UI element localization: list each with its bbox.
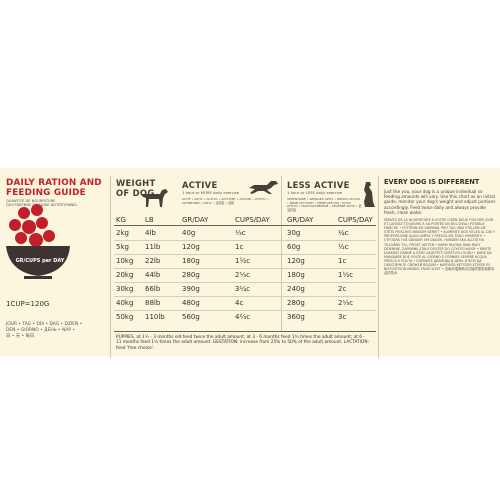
row-lb: 4lb	[145, 229, 156, 237]
row-kg: 50kg	[116, 313, 134, 321]
row-active-gr: 280g	[182, 271, 200, 279]
row-lb: 44lb	[145, 271, 161, 279]
bowl-icon	[4, 200, 76, 290]
row-active-cups: ⅓c	[235, 229, 246, 237]
row-less-gr: 30g	[287, 229, 301, 237]
row-divider	[114, 268, 376, 269]
row-divider	[114, 240, 376, 241]
row-less-cups: 1c	[338, 257, 347, 265]
notes-translations: SERVEZ DE LA NOURRITURE À VOTRE CHIEN DE…	[384, 218, 495, 276]
row-lb: 110lb	[145, 313, 165, 321]
col-header-kg: KG	[116, 216, 127, 224]
row-kg: 5kg	[116, 243, 129, 251]
less-active-subheader: 1 hour or LESS daily exercise	[287, 190, 343, 195]
row-active-cups: 4⅔c	[235, 313, 251, 321]
row-lb: 66lb	[145, 285, 161, 293]
table-bottom-rule	[114, 331, 376, 332]
row-lb: 22lb	[145, 257, 161, 265]
cup-equivalence: 1CUP=120G	[6, 300, 50, 308]
row-less-cups: 3c	[338, 313, 347, 321]
weight-header: WEIGHT OF DOG	[116, 178, 155, 198]
row-lb: 11lb	[145, 243, 161, 251]
row-divider	[114, 296, 376, 297]
row-active-gr: 390g	[182, 285, 200, 293]
row-less-cups: 2⅓c	[338, 299, 354, 307]
guide-header: DAILY RATION AND FEEDING GUIDE QUANTITÉ …	[6, 178, 116, 208]
row-lb: 88lb	[145, 299, 161, 307]
row-kg: 30kg	[116, 285, 134, 293]
sitting-dog-icon	[360, 180, 378, 212]
day-translations-line2: DEN • GIORNO • ДЕНЬ • NAP •	[6, 328, 75, 333]
feeding-label-band	[0, 168, 500, 356]
row-less-cups: ¼c	[338, 229, 349, 237]
running-dog-icon	[247, 179, 279, 199]
row-less-gr: 360g	[287, 313, 305, 321]
day-translations-line3: 日 • 天 • 每日	[6, 334, 35, 339]
standing-dog-icon	[140, 186, 170, 212]
row-less-gr: 280g	[287, 299, 305, 307]
row-less-gr: 120g	[287, 257, 305, 265]
guide-title-line1: DAILY RATION AND	[6, 178, 102, 188]
day-translations-line1: JOUR • TAG • DÍA • DAG • DZIEŃ •	[6, 322, 83, 327]
row-divider	[114, 282, 376, 283]
notes-body: Just like you, your dog is a unique indi…	[384, 189, 496, 215]
guide-subtitle-fr2: QUOTIDIENNE ET GUIDE NUTRITIONNEL	[6, 203, 78, 208]
row-less-cups: 1½c	[338, 271, 354, 279]
active-subheader-translations: ACTIF • AKTIV • ACTIVO • AKTYWNY • AKTIV…	[182, 197, 269, 205]
row-active-gr: 120g	[182, 243, 200, 251]
divider-right	[378, 176, 379, 358]
bowl-label: GR/CUPS per DAY	[15, 258, 65, 264]
notes-panel: EVERY DOG IS DIFFERENT Just like you, yo…	[384, 178, 496, 275]
guide-subtitle-fr: QUANTITÉ DE NOURRITURE	[6, 199, 56, 203]
col-header-less-gr: GR/DAY	[287, 216, 314, 224]
less-active-subheader-translations: SÉDENTAIRE • WENIGER AKTIV • MENOS ACTIV…	[287, 197, 362, 212]
weight-header-line1: WEIGHT	[116, 178, 156, 188]
row-active-cups: 3¼c	[235, 285, 251, 293]
row-kg: 20kg	[116, 271, 134, 279]
row-kg: 2kg	[116, 229, 129, 237]
row-less-gr: 60g	[287, 243, 301, 251]
day-translations: JOUR • TAG • DÍA • DAG • DZIEŃ • DEN • G…	[6, 322, 96, 340]
active-subheader: 1 hour or MORE daily exercise	[182, 190, 240, 195]
header-rule	[114, 225, 376, 226]
row-active-cups: 4c	[235, 299, 244, 307]
guide-title-line2: FEEDING GUIDE	[6, 188, 86, 198]
row-kg: 10kg	[116, 257, 134, 265]
divider-left	[110, 176, 111, 358]
row-less-cups: 2c	[338, 285, 347, 293]
row-divider	[114, 310, 376, 311]
col-header-lb: LB	[145, 216, 154, 224]
weight-header-line2: OF DOG	[116, 188, 155, 198]
row-active-cups: 2⅓c	[235, 271, 251, 279]
row-active-cups: 1½c	[235, 257, 251, 265]
row-active-cups: 1c	[235, 243, 244, 251]
less-active-header: LESS ACTIVE	[287, 180, 350, 190]
row-less-gr: 180g	[287, 271, 305, 279]
notes-title: EVERY DOG IS DIFFERENT	[384, 178, 480, 186]
col-header-active-gr: GR/DAY	[182, 216, 209, 224]
row-active-gr: 560g	[182, 313, 200, 321]
row-active-gr: 40g	[182, 229, 196, 237]
active-header: ACTIVE	[182, 180, 218, 190]
row-active-gr: 480g	[182, 299, 200, 307]
row-kg: 40kg	[116, 299, 134, 307]
row-less-cups: ½c	[338, 243, 349, 251]
col-header-less-cups: CUPS/DAY	[338, 216, 373, 224]
puppy-footnote: PUPPIES, at 1½ - 3 months old feed twice…	[116, 335, 369, 351]
row-less-gr: 240g	[287, 285, 305, 293]
col-header-active-cups: CUPS/DAY	[235, 216, 270, 224]
row-active-gr: 180g	[182, 257, 200, 265]
row-divider	[114, 254, 376, 255]
